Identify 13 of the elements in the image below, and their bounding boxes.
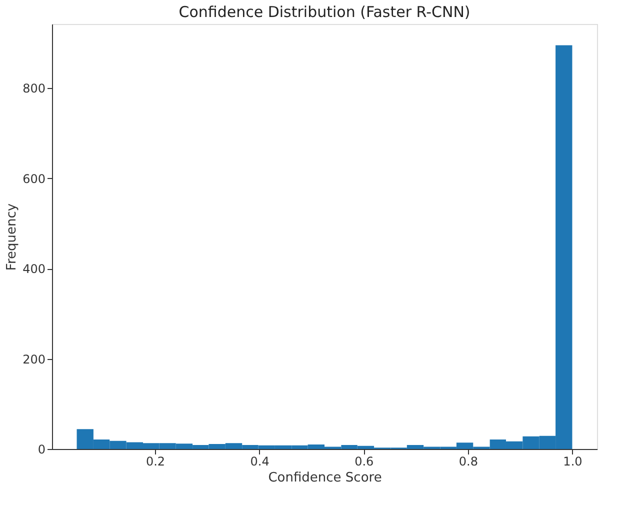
x-tick-label: 0.2 bbox=[146, 454, 166, 468]
x-tick-label: 0.8 bbox=[458, 454, 478, 468]
x-tick-label: 0.4 bbox=[250, 454, 270, 468]
x-tick-label: 1.0 bbox=[563, 454, 582, 468]
y-tick-label: 400 bbox=[22, 262, 46, 276]
y-tick-label: 200 bbox=[22, 352, 46, 366]
y-tick-label: 0 bbox=[38, 442, 46, 456]
y-tick-label: 800 bbox=[22, 82, 46, 96]
x-tick-label: 0.6 bbox=[354, 454, 374, 468]
y-axis-title: Frequency bbox=[4, 203, 20, 271]
y-tick-label: 600 bbox=[22, 172, 46, 186]
x-axis-title: Confidence Score bbox=[268, 470, 382, 486]
chart-title: Confidence Distribution (Faster R-CNN) bbox=[178, 3, 470, 21]
